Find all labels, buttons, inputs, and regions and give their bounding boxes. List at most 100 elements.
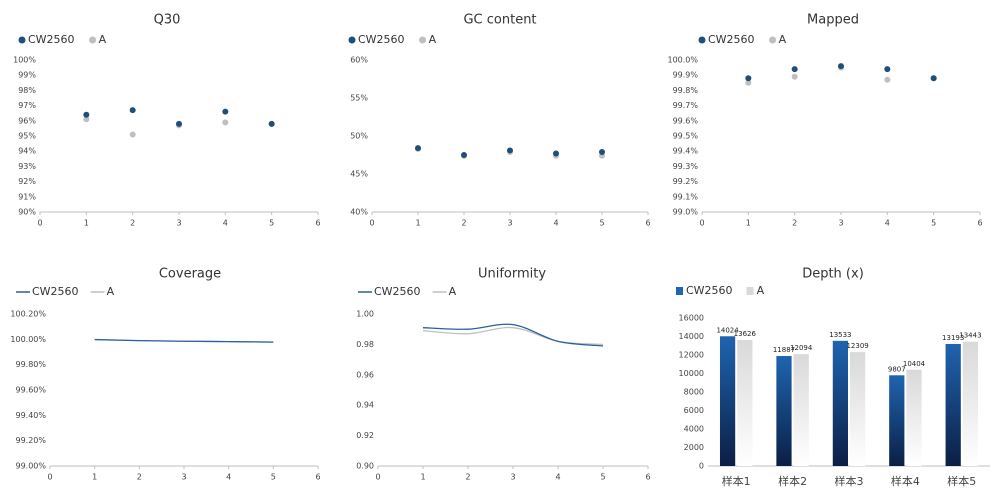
y-tick-label: 8000	[684, 388, 704, 397]
y-tick-label: 60%	[350, 56, 368, 65]
data-label: 9807	[888, 365, 906, 373]
x-tick-label: 3	[507, 219, 512, 228]
x-tick-label: 4	[885, 219, 890, 228]
x-tick-label: 0	[37, 219, 42, 228]
data-label: 13443	[959, 332, 981, 340]
x-tick-label: 2	[461, 219, 466, 228]
y-tick-label: 40%	[350, 208, 368, 217]
x-tick-label: 3	[510, 473, 515, 482]
chart-title: Q30	[154, 13, 181, 28]
legend-label: CW2560	[358, 33, 405, 46]
point	[745, 79, 752, 86]
x-tick-label: 3	[838, 219, 843, 228]
y-tick-label: 99%	[18, 71, 36, 80]
y-tick-label: 99.7%	[673, 101, 699, 110]
bar	[889, 375, 905, 466]
data-label: 14024	[716, 326, 739, 334]
x-tick-label: 样本1	[722, 474, 751, 488]
y-tick-label: 0.94	[356, 401, 374, 410]
point	[791, 73, 798, 80]
x-tick-label: 0	[47, 473, 52, 482]
y-tick-label: 98%	[18, 86, 36, 95]
point	[838, 63, 844, 70]
x-tick-label: 3	[176, 219, 181, 228]
point	[745, 75, 752, 82]
legend-label: CW2560	[686, 284, 733, 297]
y-tick-label: 55%	[350, 94, 368, 103]
y-tick-label: 4000	[684, 425, 704, 434]
y-tick-label: 91%	[18, 192, 36, 201]
legend-swatch	[676, 287, 683, 295]
y-tick-label: 99.80%	[15, 360, 46, 369]
y-tick-label: 99.5%	[673, 132, 699, 141]
x-tick-label: 1	[92, 473, 97, 482]
chart-title: Uniformity	[478, 267, 546, 282]
x-tick-label: 2	[792, 219, 797, 228]
legend-label: A	[107, 285, 115, 298]
line	[422, 323, 604, 347]
y-tick-label: 99.4%	[673, 147, 699, 156]
legend-marker	[18, 36, 26, 44]
point	[83, 111, 90, 118]
bar	[945, 343, 961, 466]
y-tick-label: 0.98	[356, 340, 374, 349]
y-tick-label: 97%	[18, 101, 36, 110]
x-tick-label: 0	[699, 219, 704, 228]
y-tick-label: 0.92	[356, 431, 374, 440]
x-tick-label: 0	[369, 219, 374, 228]
y-tick-label: 99.9%	[673, 71, 699, 80]
x-tick-label: 0	[375, 473, 380, 482]
point	[884, 76, 891, 83]
x-tick-label: 样本3	[835, 474, 864, 488]
y-tick-label: 99.6%	[673, 116, 699, 125]
data-label: 11887	[773, 346, 795, 354]
bar	[850, 352, 866, 466]
x-tick-label: 样本4	[891, 474, 920, 488]
chart-title: Mapped	[807, 13, 859, 28]
bar	[962, 341, 979, 466]
bar	[737, 339, 753, 466]
x-tick-label: 6	[315, 219, 320, 228]
y-tick-label: 100%	[13, 56, 36, 65]
y-tick-label: 99.00%	[15, 462, 46, 471]
x-tick-label: 5	[599, 219, 604, 228]
point	[415, 145, 421, 152]
y-tick-label: 16000	[679, 314, 704, 323]
x-tick-label: 6	[977, 219, 982, 228]
y-tick-label: 2000	[684, 443, 704, 452]
data-label: 10404	[903, 360, 926, 368]
y-tick-label: 6000	[684, 406, 704, 415]
legend-label: CW2560	[32, 285, 79, 298]
y-tick-label: 14000	[679, 332, 704, 341]
data-label: 13193	[942, 334, 964, 342]
y-tick-label: 95%	[18, 132, 36, 141]
bar	[719, 336, 736, 466]
x-tick-label: 2	[130, 219, 135, 228]
legend-marker	[89, 36, 97, 44]
data-label: 12094	[790, 344, 813, 352]
y-tick-label: 1.00	[356, 310, 374, 319]
y-tick-label: 50%	[350, 132, 368, 141]
x-tick-label: 3	[181, 473, 186, 482]
x-tick-label: 1	[84, 219, 89, 228]
point	[222, 119, 229, 126]
x-tick-label: 1	[746, 219, 751, 228]
bar	[832, 340, 848, 466]
y-tick-label: 93%	[18, 162, 36, 171]
y-tick-label: 96%	[18, 116, 36, 125]
point	[129, 131, 136, 138]
point	[83, 116, 90, 123]
y-tick-label: 0.96	[356, 370, 374, 379]
y-tick-label: 99.2%	[673, 177, 699, 186]
y-tick-label: 99.3%	[673, 162, 699, 171]
legend-label: A	[449, 285, 457, 298]
legend-swatch	[746, 287, 754, 295]
data-label: 13626	[734, 330, 757, 338]
y-tick-label: 0.90	[356, 462, 374, 471]
legend-label: A	[99, 33, 107, 46]
chart-title: GC content	[463, 13, 536, 28]
y-tick-label: 99.1%	[673, 192, 699, 201]
line	[422, 326, 604, 346]
chart-title: Coverage	[159, 267, 221, 282]
point	[222, 108, 229, 115]
